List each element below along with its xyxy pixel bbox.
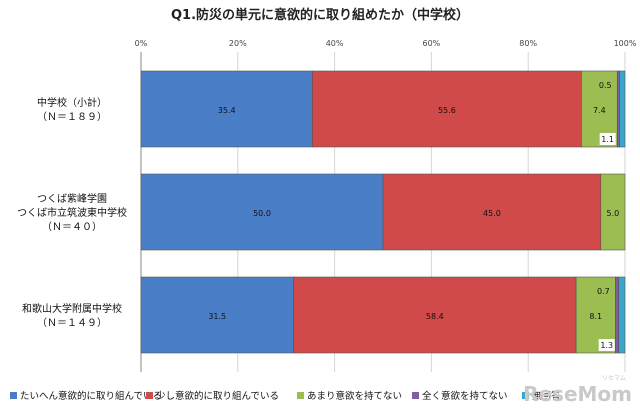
legend-label: 少し意欲的に取り組んでいる bbox=[156, 390, 279, 402]
data-label: 31.5 bbox=[208, 312, 226, 321]
chart-title: Q1.防災の単元に意欲的に取り組めたか（中学校） bbox=[171, 7, 469, 23]
data-label-bg bbox=[207, 310, 228, 322]
data-label: 1.3 bbox=[600, 341, 613, 350]
data-label-bg bbox=[252, 207, 272, 219]
legend-label: あまり意欲を持てない bbox=[307, 390, 402, 402]
x-tick-label: 40% bbox=[326, 39, 344, 48]
data-label: 55.6 bbox=[438, 106, 456, 115]
legend-swatch bbox=[412, 392, 419, 399]
category-label: つくば市立筑波東中学校 bbox=[17, 206, 127, 219]
category-label: つくば紫峰学園 bbox=[37, 192, 107, 205]
category-label: 中学校（小計） bbox=[37, 96, 107, 109]
legend-swatch bbox=[146, 392, 153, 399]
legend-label: たいへん意欲的に取り組んでいる bbox=[20, 390, 162, 402]
x-tick-label: 60% bbox=[423, 39, 441, 48]
x-tick-label: 80% bbox=[519, 39, 537, 48]
legend-swatch bbox=[297, 392, 304, 399]
data-label-bg bbox=[436, 104, 457, 116]
data-label-bg bbox=[424, 310, 445, 322]
data-label-bg bbox=[589, 104, 610, 116]
category-label: （Ｎ＝１８９） bbox=[37, 111, 107, 123]
category-label: 和歌山大学附属中学校 bbox=[22, 302, 122, 315]
category-label: （Ｎ＝１４９） bbox=[37, 317, 107, 329]
data-label-bg bbox=[216, 104, 237, 116]
data-label-bg bbox=[585, 310, 606, 322]
data-label: 0.7 bbox=[597, 287, 610, 296]
category-label: （Ｎ＝４０） bbox=[42, 221, 102, 233]
data-label-bg bbox=[602, 207, 623, 219]
data-label-bg bbox=[481, 207, 502, 219]
bar-segment bbox=[615, 276, 620, 354]
data-label-bg bbox=[595, 285, 612, 297]
legend-label: 無回答 bbox=[532, 390, 561, 402]
data-label: 58.4 bbox=[426, 312, 444, 321]
watermark-logo: ReseMom bbox=[523, 382, 632, 406]
x-tick-label: 20% bbox=[229, 39, 247, 48]
data-label: 1.1 bbox=[601, 135, 614, 144]
data-label: 50.0 bbox=[253, 209, 271, 218]
data-label: 0.5 bbox=[599, 81, 612, 90]
legend-label: 全く意欲を持てない bbox=[422, 390, 508, 402]
x-tick-label: 100% bbox=[614, 39, 637, 48]
data-label: 45.0 bbox=[483, 209, 501, 218]
bar-segment bbox=[616, 70, 620, 148]
bar-segment bbox=[618, 276, 626, 354]
data-label: 5.0 bbox=[607, 209, 620, 218]
data-label: 7.4 bbox=[593, 106, 606, 115]
bar-segment bbox=[619, 70, 626, 148]
legend-swatch bbox=[522, 392, 529, 399]
data-label-bg bbox=[599, 133, 616, 145]
data-label: 8.1 bbox=[589, 312, 602, 321]
legend-swatch bbox=[10, 392, 17, 399]
watermark-sub: リセマム bbox=[601, 375, 626, 382]
data-label-bg bbox=[598, 339, 615, 351]
x-tick-label: 0% bbox=[135, 39, 148, 48]
data-label: 35.4 bbox=[218, 106, 236, 115]
data-label-bg bbox=[597, 79, 614, 91]
